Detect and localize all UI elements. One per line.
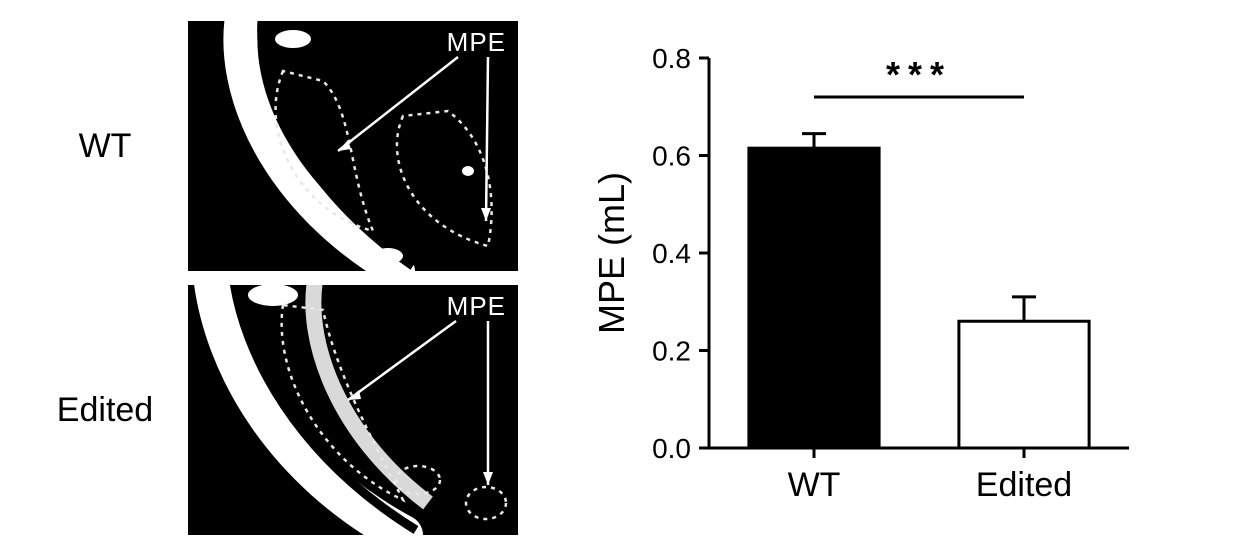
panel-row-edited: Edited MPE — [40, 285, 518, 535]
svg-text:0.8: 0.8 — [652, 43, 691, 74]
bar-chart-svg: 0.0 0.2 0.4 0.6 0.8 MPE (mL) WT Edited *** — [578, 28, 1160, 528]
figure: WT — [0, 0, 1240, 556]
panel-label-wt: WT — [40, 127, 170, 166]
mpe-annotation-edited: MPE — [447, 291, 506, 322]
svg-text:0.0: 0.0 — [652, 433, 691, 464]
panel-image-edited: MPE — [188, 285, 518, 535]
svg-text:0.2: 0.2 — [652, 336, 691, 367]
mpe-annotation-wt: MPE — [447, 27, 506, 58]
panel-svg-wt — [188, 21, 518, 271]
panel-image-wt: MPE — [188, 21, 518, 271]
svg-text:0.6: 0.6 — [652, 141, 691, 172]
bar-chart: 0.0 0.2 0.4 0.6 0.8 MPE (mL) WT Edited *** — [578, 28, 1160, 528]
svg-text:WT: WT — [788, 466, 841, 504]
panel-row-wt: WT — [40, 21, 518, 271]
panel-label-edited: Edited — [40, 391, 170, 430]
significance-stars: *** — [886, 54, 952, 95]
svg-text:MPE (mL): MPE (mL) — [591, 172, 632, 334]
svg-text:0.4: 0.4 — [652, 238, 691, 269]
panel-svg-edited — [188, 285, 518, 535]
image-panels: WT — [40, 21, 518, 535]
svg-text:Edited: Edited — [976, 466, 1072, 504]
